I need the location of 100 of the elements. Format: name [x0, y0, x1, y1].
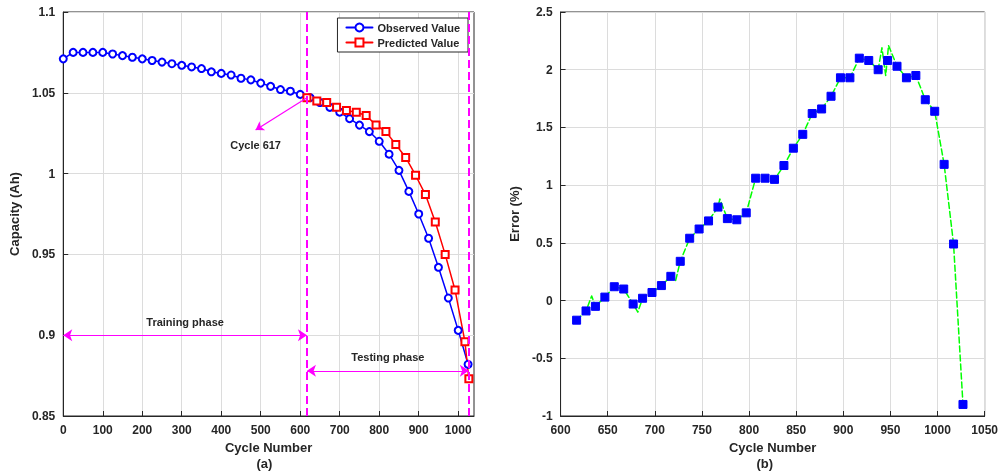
point: [58, 54, 68, 64]
y-tick-label: -1: [541, 409, 553, 423]
point: [236, 73, 246, 83]
point: [939, 159, 949, 169]
point: [216, 68, 226, 78]
point: [285, 86, 295, 96]
point: [443, 293, 453, 303]
point: [675, 256, 685, 266]
point: [656, 281, 666, 291]
point: [732, 215, 742, 225]
point: [741, 208, 751, 218]
y-tick-label: 0.85: [31, 409, 56, 423]
x-tick-label: 700: [644, 423, 666, 437]
point: [98, 47, 108, 57]
point: [374, 136, 384, 146]
point: [628, 299, 638, 309]
point: [760, 173, 770, 183]
y-axis-title: Capacity (Ah): [7, 172, 22, 256]
point: [341, 106, 351, 116]
x-tick-label: 750: [691, 423, 713, 437]
point: [354, 120, 364, 130]
point: [275, 85, 285, 95]
x-tick-label: 200: [132, 423, 153, 437]
x-tick-label: 1050: [971, 423, 999, 437]
point: [167, 59, 177, 69]
x-tick-label: 700: [329, 423, 351, 437]
point: [590, 301, 600, 311]
point: [226, 70, 236, 80]
point: [430, 217, 440, 227]
x-tick-label: 1000: [924, 423, 952, 437]
x-tick-label: 300: [171, 423, 193, 437]
point: [196, 64, 206, 74]
point: [404, 186, 414, 196]
point: [807, 109, 817, 119]
x-tick-label: 600: [290, 423, 311, 437]
text: (a): [256, 456, 273, 471]
point: [345, 114, 355, 124]
point: [364, 127, 374, 137]
point: [694, 224, 704, 234]
point: [361, 110, 371, 120]
y-tick-label: 1.5: [535, 120, 553, 135]
point: [770, 174, 779, 184]
x-tick-label: 950: [880, 423, 901, 437]
y-tick-label: 2: [545, 62, 553, 77]
point: [108, 49, 118, 59]
point: [722, 214, 732, 224]
point: [704, 216, 714, 226]
point: [949, 239, 959, 249]
point: [414, 209, 424, 219]
text: (b): [756, 456, 774, 471]
point: [371, 120, 381, 130]
point: [817, 104, 827, 114]
point: [930, 106, 940, 116]
y-tick-label: 0.5: [535, 235, 553, 250]
x-tick-label: 500: [250, 423, 272, 437]
y-tick-label: 0.9: [38, 328, 56, 343]
point: [826, 91, 836, 101]
x-tick-label: 850: [786, 423, 807, 437]
y-tick-label: 0: [545, 293, 553, 308]
point: [266, 81, 276, 91]
x-tick-label: 600: [550, 423, 571, 437]
point: [322, 98, 332, 107]
x-axis-title: Cycle Number: [728, 439, 817, 455]
y-tick-label: 1: [48, 166, 56, 181]
x-tick-label: 900: [833, 423, 854, 437]
point: [883, 55, 893, 65]
point: [713, 202, 723, 212]
point: [381, 127, 391, 137]
point: [609, 282, 619, 292]
annotation: Training phase: [146, 315, 224, 328]
point: [460, 337, 470, 347]
point: [911, 70, 921, 80]
point: [118, 51, 127, 61]
point: [256, 78, 266, 88]
point: [920, 95, 930, 105]
point: [401, 152, 411, 162]
point: [572, 315, 582, 325]
y-tick-label: -0.5: [531, 351, 553, 366]
point: [892, 61, 902, 71]
point: [351, 107, 361, 117]
point: [581, 306, 591, 316]
point: [68, 47, 78, 57]
point: [685, 233, 695, 243]
point: [440, 249, 450, 259]
point: [127, 52, 137, 62]
point: [420, 190, 430, 200]
point: [873, 65, 883, 75]
x-tick-label: 800: [739, 423, 760, 437]
point: [147, 55, 157, 65]
point: [619, 284, 629, 294]
x-tick-label: 900: [408, 423, 430, 437]
point: [157, 57, 167, 67]
point: [854, 53, 864, 63]
point: [835, 73, 845, 83]
point: [433, 262, 443, 272]
point: [332, 102, 342, 112]
annotation: Cycle 617: [230, 139, 281, 152]
y-tick-label: 1.1: [38, 5, 56, 19]
x-tick-label: 650: [597, 423, 619, 437]
legend-label: Observed Value: [377, 21, 460, 34]
